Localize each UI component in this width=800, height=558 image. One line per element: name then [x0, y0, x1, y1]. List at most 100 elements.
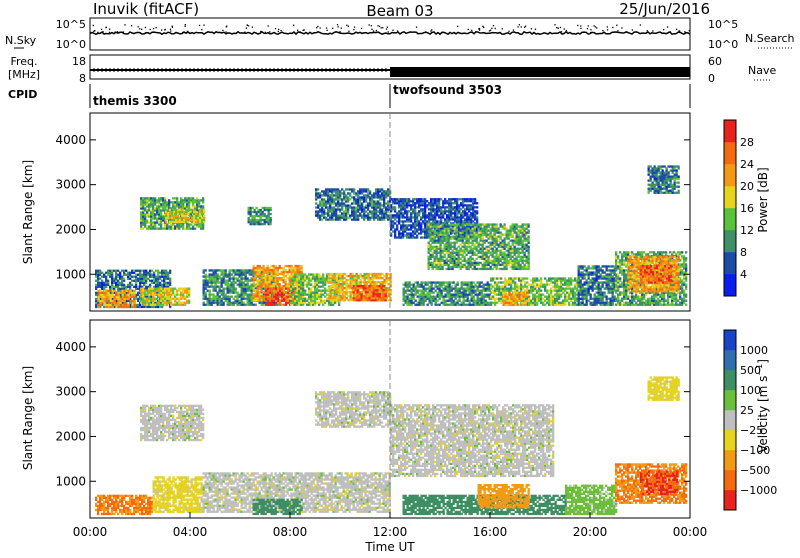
heatmap-cell: [168, 296, 170, 298]
heatmap-cell: [188, 199, 190, 201]
heatmap-cell: [264, 207, 266, 209]
heatmap-cell: [462, 240, 464, 242]
heatmap-cell: [308, 284, 310, 286]
heatmap-cell: [456, 262, 458, 264]
heatmap-cell: [335, 202, 337, 204]
heatmap-cell: [249, 279, 251, 281]
heatmap-cell: [146, 219, 148, 221]
heatmap-cell: [373, 219, 375, 221]
heatmap-cell: [304, 302, 306, 304]
heatmap-cell: [279, 285, 281, 287]
heatmap-cell: [157, 280, 159, 282]
nsearch-point: [114, 32, 115, 33]
heatmap-cell: [321, 202, 323, 204]
heatmap-cell: [444, 230, 446, 232]
heatmap-cell: [120, 292, 122, 294]
heatmap-cell: [159, 282, 161, 284]
heatmap-cell: [379, 299, 381, 301]
heatmap-cell: [436, 246, 438, 248]
heatmap-cell: [135, 288, 137, 290]
heatmap-cell: [165, 272, 167, 274]
heatmap-cell: [355, 212, 357, 214]
heatmap-cell: [306, 286, 308, 288]
heatmap-cell: [144, 223, 146, 225]
heatmap-cell: [324, 292, 326, 294]
heatmap-cell: [298, 284, 300, 286]
heatmap-cell: [454, 208, 456, 210]
heatmap-cell: [430, 228, 432, 230]
heatmap-cell: [296, 286, 298, 288]
heatmap-cell: [430, 254, 432, 256]
heatmap-cell: [314, 275, 316, 277]
heatmap-cell: [275, 294, 277, 296]
heatmap-cell: [339, 196, 341, 198]
heatmap-cell: [331, 202, 333, 204]
heatmap-cell: [95, 288, 97, 290]
heatmap-cell: [239, 304, 241, 306]
heatmap-cell: [277, 285, 279, 287]
heatmap-cell: [168, 298, 170, 300]
heatmap-cell: [350, 297, 352, 299]
heatmap-cell: [346, 283, 348, 285]
heatmap-cell: [260, 217, 262, 219]
heatmap-cell: [237, 292, 239, 294]
heatmap-cell: [202, 228, 204, 230]
heatmap-cell: [180, 203, 182, 205]
heatmap-cell: [111, 276, 113, 278]
heatmap-cell: [360, 275, 362, 277]
heatmap-cell: [225, 275, 227, 277]
heatmap-cell: [394, 234, 396, 236]
heatmap-cell: [424, 232, 426, 234]
heatmap-cell: [144, 304, 146, 306]
heatmap-cell: [408, 218, 410, 220]
heatmap-cell: [237, 269, 239, 271]
heatmap-cell: [160, 304, 162, 306]
heatmap-cell: [291, 271, 293, 273]
heatmap-cell: [400, 216, 402, 218]
heatmap-cell: [438, 242, 440, 244]
heatmap-cell: [450, 248, 452, 250]
heatmap-cell: [432, 236, 434, 238]
heatmap-cell: [102, 302, 104, 304]
heatmap-cell: [444, 246, 446, 248]
heatmap-cell: [341, 217, 343, 219]
heatmap-cell: [142, 290, 144, 292]
heatmap-cell: [188, 300, 190, 302]
heatmap-cell: [454, 246, 456, 248]
heatmap-cell: [275, 283, 277, 285]
heatmap-cell: [135, 280, 137, 282]
heatmap-cell: [452, 252, 454, 254]
heatmap-cell: [438, 220, 440, 222]
heatmap-cell: [295, 269, 297, 271]
heatmap-cell: [394, 208, 396, 210]
heatmap-cell: [448, 248, 450, 250]
heatmap-cell: [134, 304, 136, 306]
heatmap-cell: [383, 210, 385, 212]
heatmap-cell: [160, 300, 162, 302]
heatmap-cell: [348, 279, 350, 281]
heatmap-cell: [241, 302, 243, 304]
heatmap-cell: [271, 298, 273, 300]
heatmap-cell: [161, 284, 163, 286]
heatmap-cell: [472, 220, 474, 222]
heatmap-cell: [420, 218, 422, 220]
heatmap-cell: [412, 208, 414, 210]
heatmap-cell: [339, 190, 341, 192]
heatmap-cell: [197, 221, 199, 223]
heatmap-cell: [132, 292, 134, 294]
heatmap-cell: [430, 250, 432, 252]
heatmap-cell: [351, 196, 353, 198]
heatmap-cell: [442, 216, 444, 218]
heatmap-cell: [387, 188, 389, 190]
heatmap-cell: [182, 203, 184, 205]
heatmap-cell: [267, 292, 269, 294]
nsearch-point: [248, 25, 249, 26]
nsearch-point: [348, 26, 349, 27]
heatmap-cell: [253, 269, 255, 271]
heatmap-cell: [410, 228, 412, 230]
heatmap-cell: [152, 209, 154, 211]
heatmap-cell: [275, 275, 277, 277]
heatmap-cell: [163, 274, 165, 276]
heatmap-cell: [365, 206, 367, 208]
heatmap-cell: [215, 277, 217, 279]
